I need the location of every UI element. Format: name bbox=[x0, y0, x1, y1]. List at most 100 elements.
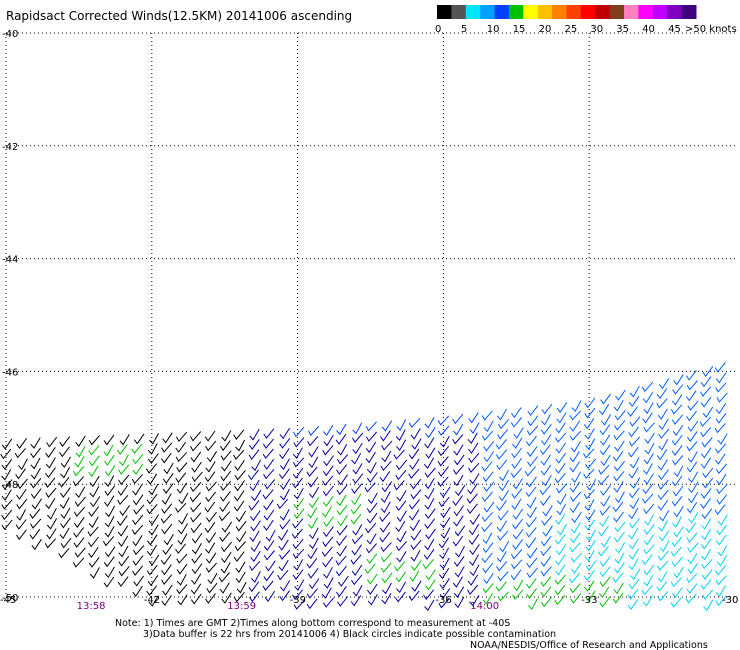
legend-swatch bbox=[580, 5, 596, 19]
wind-barb bbox=[234, 460, 245, 472]
wind-barb bbox=[672, 587, 683, 599]
wind-barb bbox=[438, 425, 450, 437]
wind-barb bbox=[717, 433, 728, 445]
wind-barb bbox=[584, 407, 596, 419]
wind-barb bbox=[250, 550, 261, 563]
wind-barb bbox=[613, 511, 624, 523]
wind-barb bbox=[178, 513, 189, 525]
wind-barb bbox=[585, 560, 597, 571]
wind-barb bbox=[291, 477, 303, 489]
wind-barb bbox=[278, 468, 290, 480]
wind-barb bbox=[716, 473, 727, 486]
wind-barb bbox=[571, 562, 582, 574]
wind-barb bbox=[306, 598, 318, 610]
legend-swatch bbox=[537, 5, 553, 19]
x-tick-label: -45 bbox=[0, 595, 16, 606]
wind-barb bbox=[58, 476, 70, 488]
wind-barb bbox=[366, 553, 378, 565]
wind-barb bbox=[454, 566, 465, 578]
wind-barb bbox=[380, 552, 393, 563]
wind-barb bbox=[699, 416, 711, 427]
wind-barb bbox=[424, 416, 435, 429]
wind-barb bbox=[483, 451, 495, 463]
wind-barb bbox=[350, 595, 362, 607]
wind-barb bbox=[73, 466, 85, 477]
wind-barb bbox=[161, 594, 172, 606]
wind-barb bbox=[525, 578, 537, 589]
wind-barb bbox=[453, 454, 465, 466]
wind-barb bbox=[599, 556, 611, 567]
wind-barb bbox=[685, 390, 697, 402]
wind-barb bbox=[292, 457, 305, 468]
wind-barb bbox=[263, 468, 275, 480]
wind-barb bbox=[614, 491, 625, 503]
wind-barb bbox=[279, 509, 290, 521]
wind-barb bbox=[540, 464, 552, 476]
wind-barb bbox=[467, 584, 479, 596]
wind-barb bbox=[176, 563, 188, 575]
wind-barb bbox=[118, 565, 130, 577]
wind-barb bbox=[425, 427, 436, 439]
wind-barb bbox=[308, 446, 319, 458]
wind-barb bbox=[658, 438, 669, 451]
wind-barb bbox=[73, 537, 85, 548]
wind-barb bbox=[686, 441, 698, 452]
wind-barb bbox=[541, 474, 552, 487]
wind-barb bbox=[642, 493, 654, 504]
wind-barb bbox=[598, 403, 610, 416]
wind-barb bbox=[672, 384, 684, 395]
wind-barb bbox=[204, 501, 216, 513]
wind-barb bbox=[614, 521, 626, 533]
wind-barb bbox=[323, 577, 334, 589]
wind-barb bbox=[381, 572, 393, 584]
wind-barb bbox=[60, 466, 71, 479]
wind-barb bbox=[380, 460, 392, 472]
wind-barb bbox=[72, 476, 85, 487]
wind-barb bbox=[265, 529, 276, 542]
wind-barb bbox=[308, 527, 319, 540]
wind-barb bbox=[45, 497, 56, 510]
wind-barb bbox=[205, 532, 217, 544]
wind-barb bbox=[380, 562, 392, 573]
wind-barb bbox=[307, 425, 320, 437]
wind-barb bbox=[715, 402, 727, 415]
wind-barb bbox=[481, 430, 494, 441]
wind-barb bbox=[73, 506, 86, 517]
wind-barb bbox=[264, 590, 276, 603]
wind-barb bbox=[220, 541, 232, 553]
wind-barb bbox=[263, 570, 275, 582]
wind-barb bbox=[410, 428, 421, 440]
wind-barb bbox=[190, 522, 202, 534]
wind-barb bbox=[571, 512, 582, 524]
wind-barb bbox=[350, 554, 362, 565]
wind-barb bbox=[600, 495, 611, 507]
wind-barb bbox=[569, 542, 581, 553]
wind-barb bbox=[569, 491, 582, 502]
legend-swatch bbox=[494, 5, 510, 19]
legend-swatch bbox=[667, 5, 683, 19]
wind-barb bbox=[74, 456, 85, 468]
wind-barb bbox=[366, 472, 378, 484]
wind-barb bbox=[555, 544, 567, 556]
wind-barb bbox=[395, 429, 406, 441]
wind-barb bbox=[643, 402, 654, 414]
wind-barb bbox=[176, 584, 188, 595]
wind-barb bbox=[453, 505, 464, 517]
wind-barb bbox=[569, 420, 581, 432]
wind-barb bbox=[556, 493, 567, 506]
wind-barb bbox=[452, 434, 464, 445]
wind-barb bbox=[556, 412, 567, 424]
wind-barb bbox=[439, 486, 451, 498]
legend-swatch bbox=[480, 5, 496, 19]
wind-barb bbox=[221, 592, 232, 604]
wind-barb bbox=[656, 580, 668, 592]
wind-barb bbox=[526, 446, 538, 457]
wind-barb bbox=[321, 546, 333, 558]
wind-barb bbox=[58, 547, 70, 559]
wind-barb bbox=[527, 415, 539, 427]
footer-note: NOAA/NESDIS/Office of Research and Appli… bbox=[470, 640, 708, 650]
wind-barb bbox=[615, 542, 626, 554]
wind-barb bbox=[118, 474, 130, 486]
wind-barb bbox=[628, 507, 639, 520]
wind-barb bbox=[539, 444, 551, 456]
